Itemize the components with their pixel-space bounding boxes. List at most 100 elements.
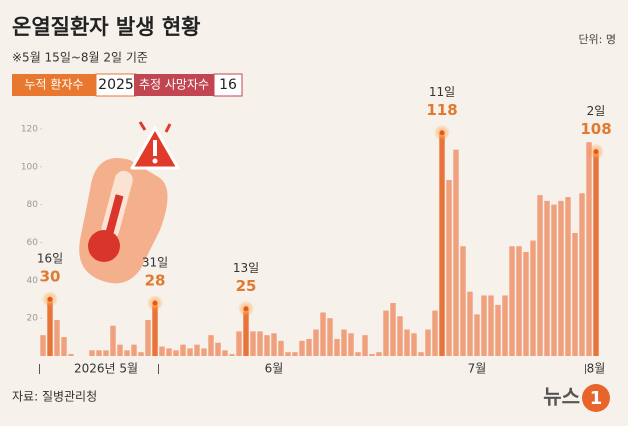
x-tick-label: 2026년 5월 [74, 362, 138, 376]
bar [488, 295, 494, 356]
bar [474, 314, 480, 356]
day-label: 11일 [429, 85, 455, 99]
bar [453, 149, 459, 356]
bar [327, 318, 333, 356]
bar [334, 338, 340, 356]
bar [411, 333, 417, 356]
logo-circle [582, 384, 610, 412]
bar [579, 193, 585, 356]
title: 온열질환자 발생 현황 [12, 15, 201, 39]
bar [383, 310, 389, 356]
bar [537, 195, 543, 356]
badge-value: 16 [219, 77, 237, 93]
bar [215, 342, 221, 356]
badge-label: 누적 환자수 [24, 78, 83, 92]
bar [390, 303, 396, 356]
y-tick-label: 40 [27, 276, 39, 286]
day-label: 2일 [587, 104, 606, 118]
bar [530, 240, 536, 356]
badge-value: 2025 [98, 77, 134, 93]
bar [299, 340, 305, 356]
bar [166, 348, 172, 356]
value-label: 28 [145, 272, 166, 290]
bar [376, 352, 382, 356]
bar [292, 352, 298, 356]
bar [187, 348, 193, 356]
highlight-dot [439, 130, 445, 136]
day-label: 31일 [142, 256, 168, 270]
day-label: 13일 [233, 261, 259, 275]
badge-label: 추정 사망자수 [139, 78, 209, 92]
subtitle: ※5월 15일~8월 2일 기준 [12, 51, 148, 65]
bar [432, 310, 438, 356]
bar [446, 180, 452, 356]
bar [397, 316, 403, 356]
bar [117, 344, 123, 356]
bar [516, 246, 522, 356]
bar [131, 344, 137, 356]
y-tick-label: 60 [27, 238, 39, 248]
logo-mark: 1 [590, 388, 603, 409]
y-tick-label: 100 [21, 162, 38, 172]
bar [320, 312, 326, 356]
bar [481, 295, 487, 356]
bar [523, 251, 529, 356]
x-tick-label: 6월 [265, 362, 284, 376]
bar [495, 304, 501, 356]
value-label: 118 [426, 101, 457, 119]
x-tick-label: 7월 [468, 362, 487, 376]
bar [558, 200, 564, 356]
bar [348, 333, 354, 356]
highlight-dot [243, 306, 249, 312]
bar [551, 204, 557, 356]
bar [61, 337, 67, 356]
bar [229, 354, 235, 356]
bar [509, 246, 515, 356]
bar [89, 350, 95, 356]
bar [173, 350, 179, 356]
logo: 뉴스 [543, 385, 580, 409]
source: 자료: 질병관리청 [12, 390, 97, 404]
bar [285, 352, 291, 356]
bar [96, 350, 102, 356]
y-tick-label: 80 [27, 200, 39, 210]
thermometer-illustration [79, 121, 180, 284]
bar [586, 142, 592, 356]
bar [47, 299, 53, 356]
bar [467, 291, 473, 356]
bar [306, 338, 312, 356]
highlight-dot [152, 300, 158, 306]
bar [369, 354, 375, 356]
bar [544, 200, 550, 356]
y-tick-label: 20 [27, 314, 39, 324]
value-label: 25 [236, 277, 257, 295]
highlight-dot [593, 149, 599, 155]
bar [138, 352, 144, 356]
badge-label-bg [12, 74, 96, 96]
x-tick-label: 8월 [587, 362, 606, 376]
bar [180, 344, 186, 356]
badge-label-bg [134, 74, 214, 96]
bar [201, 348, 207, 356]
bar [103, 350, 109, 356]
bar [404, 329, 410, 356]
bar [418, 352, 424, 356]
bar [250, 331, 256, 356]
y-tick-label: 120 [21, 124, 38, 134]
badge-value-bg [213, 73, 243, 97]
bar [572, 233, 578, 356]
value-label: 30 [40, 268, 61, 286]
bar [341, 329, 347, 356]
bar [194, 344, 200, 356]
bar [124, 350, 130, 356]
bar [236, 331, 242, 356]
value-label: 108 [580, 120, 611, 138]
bar [222, 350, 228, 356]
bar [278, 340, 284, 356]
bar [159, 346, 165, 356]
bar [145, 320, 151, 356]
bar [152, 303, 158, 356]
bar [313, 329, 319, 356]
